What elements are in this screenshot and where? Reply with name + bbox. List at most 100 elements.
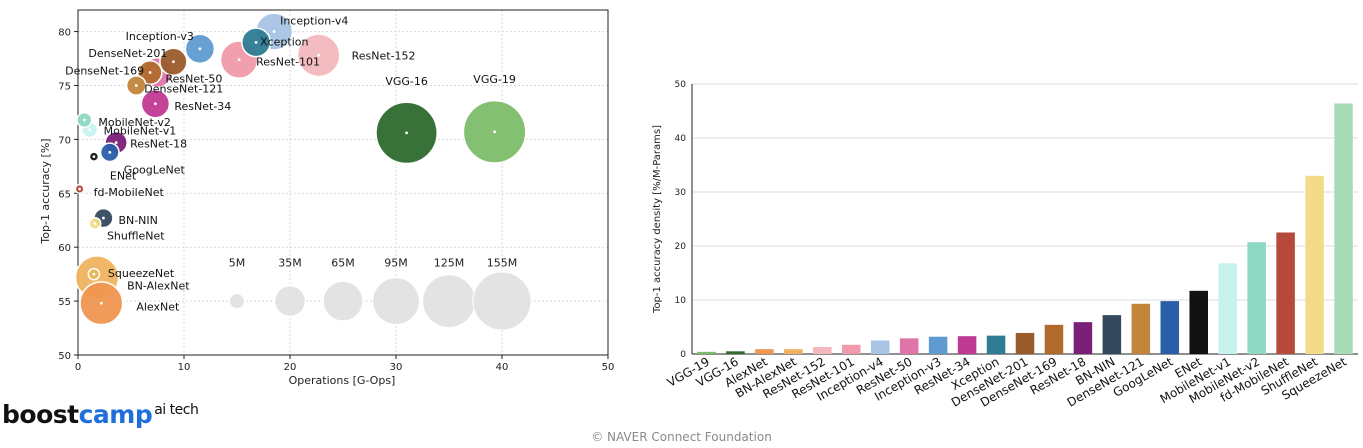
size-legend-circle [472, 271, 532, 331]
y-tick-label: 20 [675, 242, 687, 252]
size-legend-label: 125M [434, 257, 465, 270]
point-center-mobilenet-v2 [82, 118, 86, 122]
point-center-xception [254, 40, 258, 44]
grid [692, 83, 1358, 301]
label-googlenet: GoogLeNet [124, 163, 186, 176]
label-vgg-19: VGG-19 [473, 73, 516, 86]
point-center-vgg-19 [493, 130, 496, 134]
plot-border [77, 9, 609, 356]
size-legend-label: 35M [278, 257, 302, 270]
bar-densenet-201 [1015, 332, 1035, 354]
label-resnet-152: ResNet-152 [352, 49, 416, 62]
point-center-resnet-101 [237, 58, 241, 61]
size-legend-circle [229, 293, 245, 310]
copyright-footer: © NAVER Connect Foundation [591, 430, 772, 444]
point-center-enet [92, 155, 96, 159]
size-legend-circle [274, 285, 306, 317]
y-tick-label: 80 [58, 28, 71, 39]
point-center-inception-v3 [198, 47, 202, 51]
bar-resnet-34 [957, 336, 977, 354]
accuracy-vs-operations-scatter: 0 10 20 30 40 50 50 55 60 65 70 75 80 5M 35M 65M 95M 125… [39, 9, 614, 387]
label-enet: ENet [110, 170, 137, 183]
bar-alexnet [755, 349, 774, 354]
bar-bn-alexnet [784, 349, 803, 354]
label-resnet-50: ResNet-50 [166, 73, 223, 86]
axis-ticks: 0 10 20 30 40 50 50 55 60 65 70 75 80 [58, 28, 614, 373]
label-vgg-16: VGG-16 [385, 75, 428, 88]
category-labels: VGG-19VGG-16AlexNetBN-AlexNetResNet-152R… [665, 354, 1349, 409]
label-xception: Xception [260, 35, 308, 48]
x-tick-label: 10 [178, 362, 191, 373]
data-points [74, 12, 527, 326]
y-tick-label: 0 [680, 350, 686, 360]
label-densenet-121: DenseNet-121 [144, 82, 223, 95]
bar-shufflenet [1305, 175, 1324, 354]
label-squeezenet: SqueezeNet [108, 267, 175, 280]
point-center-resnet-18 [114, 141, 118, 145]
point-center-resnet-152 [317, 53, 321, 57]
x-tick-label: 50 [602, 362, 615, 373]
y-tick-label: 60 [58, 243, 71, 254]
y-tick-label: 10 [675, 296, 687, 306]
size-legend-circle [422, 274, 476, 328]
bar-inception-v3 [928, 336, 948, 354]
y-tick-label: 50 [58, 351, 71, 362]
brand-name-part1: boost [2, 400, 79, 429]
y-tick-label: 40 [675, 134, 687, 144]
boostcamp-logo: boostcamp ai tech [2, 400, 199, 429]
bar-densenet-121 [1131, 303, 1151, 354]
bar-enet [1189, 290, 1209, 354]
bar-vgg-16 [726, 351, 745, 354]
y-tick-label: 50 [675, 80, 687, 90]
size-legend-label: 155M [487, 257, 518, 270]
point-center-bn-nin [102, 216, 105, 220]
x-tick-label: 20 [284, 362, 297, 373]
point-center-vgg-16 [405, 131, 408, 135]
point-center-inception-v4 [272, 30, 276, 33]
label-inception-v4: Inception-v4 [280, 15, 348, 28]
label-resnet-34: ResNet-34 [174, 100, 231, 113]
bar-resnet-101 [841, 344, 861, 354]
point-center-googlenet [108, 150, 112, 154]
point-center-fd-mobilenet [78, 187, 81, 191]
axis-ticks: 0 10 20 30 40 50 [675, 80, 687, 360]
point-center-alexnet [99, 301, 103, 305]
label-shufflenet: ShuffleNet [107, 229, 165, 242]
size-legend-circle [372, 277, 420, 325]
y-tick-label: 55 [58, 297, 71, 308]
x-tick-label: 30 [390, 362, 403, 373]
label-bn-nin: BN-NIN [118, 214, 157, 227]
axes-frame [77, 9, 609, 356]
bar-googlenet [1160, 301, 1180, 354]
bar-bn-nin [1102, 315, 1122, 354]
bar-fd-mobilenet [1276, 232, 1295, 354]
bar-resnet-50 [899, 338, 919, 354]
point-center-squeezenet [92, 272, 96, 276]
data-labels: Inception-v4 Inception-v3 Xception ResNet-1… [65, 15, 516, 314]
label-bn-alexnet: BN-AlexNet [127, 279, 190, 292]
y-tick-label: 65 [58, 189, 71, 200]
point-center-densenet-121 [134, 84, 138, 87]
y-axis-title: Top-1 accuracy density [%/M-Params] [652, 125, 663, 314]
label-resnet-18: ResNet-18 [130, 138, 187, 151]
point-center-densenet-201 [172, 60, 175, 64]
label-densenet-169: DenseNet-169 [65, 65, 144, 78]
bar-inception-v4 [870, 340, 890, 354]
bar-resnet-152 [813, 346, 832, 354]
brand-name-part2: camp [78, 400, 153, 429]
size-legend-circle [322, 280, 364, 322]
brand-subtitle: ai tech [154, 401, 199, 418]
y-tick-label: 70 [58, 135, 71, 146]
bar-vgg-19 [697, 351, 716, 354]
label-alexnet: AlexNet [136, 300, 180, 313]
label-resnet-101: ResNet-101 [256, 56, 320, 69]
label-inception-v3: Inception-v3 [126, 30, 194, 43]
bar-densenet-169 [1044, 324, 1064, 354]
x-tick-label: 40 [496, 362, 509, 373]
accuracy-density-bar-chart: 0 10 20 30 40 50 VGG-19VGG-16AlexNetBN-AlexNe… [652, 80, 1358, 410]
y-tick-label: 30 [675, 188, 687, 198]
point-center-densenet-169 [148, 71, 152, 74]
bar-resnet-18 [1073, 322, 1093, 354]
label-densenet-201: DenseNet-201 [88, 47, 167, 60]
y-axis-title: Top-1 accuracy [%] [39, 138, 52, 244]
